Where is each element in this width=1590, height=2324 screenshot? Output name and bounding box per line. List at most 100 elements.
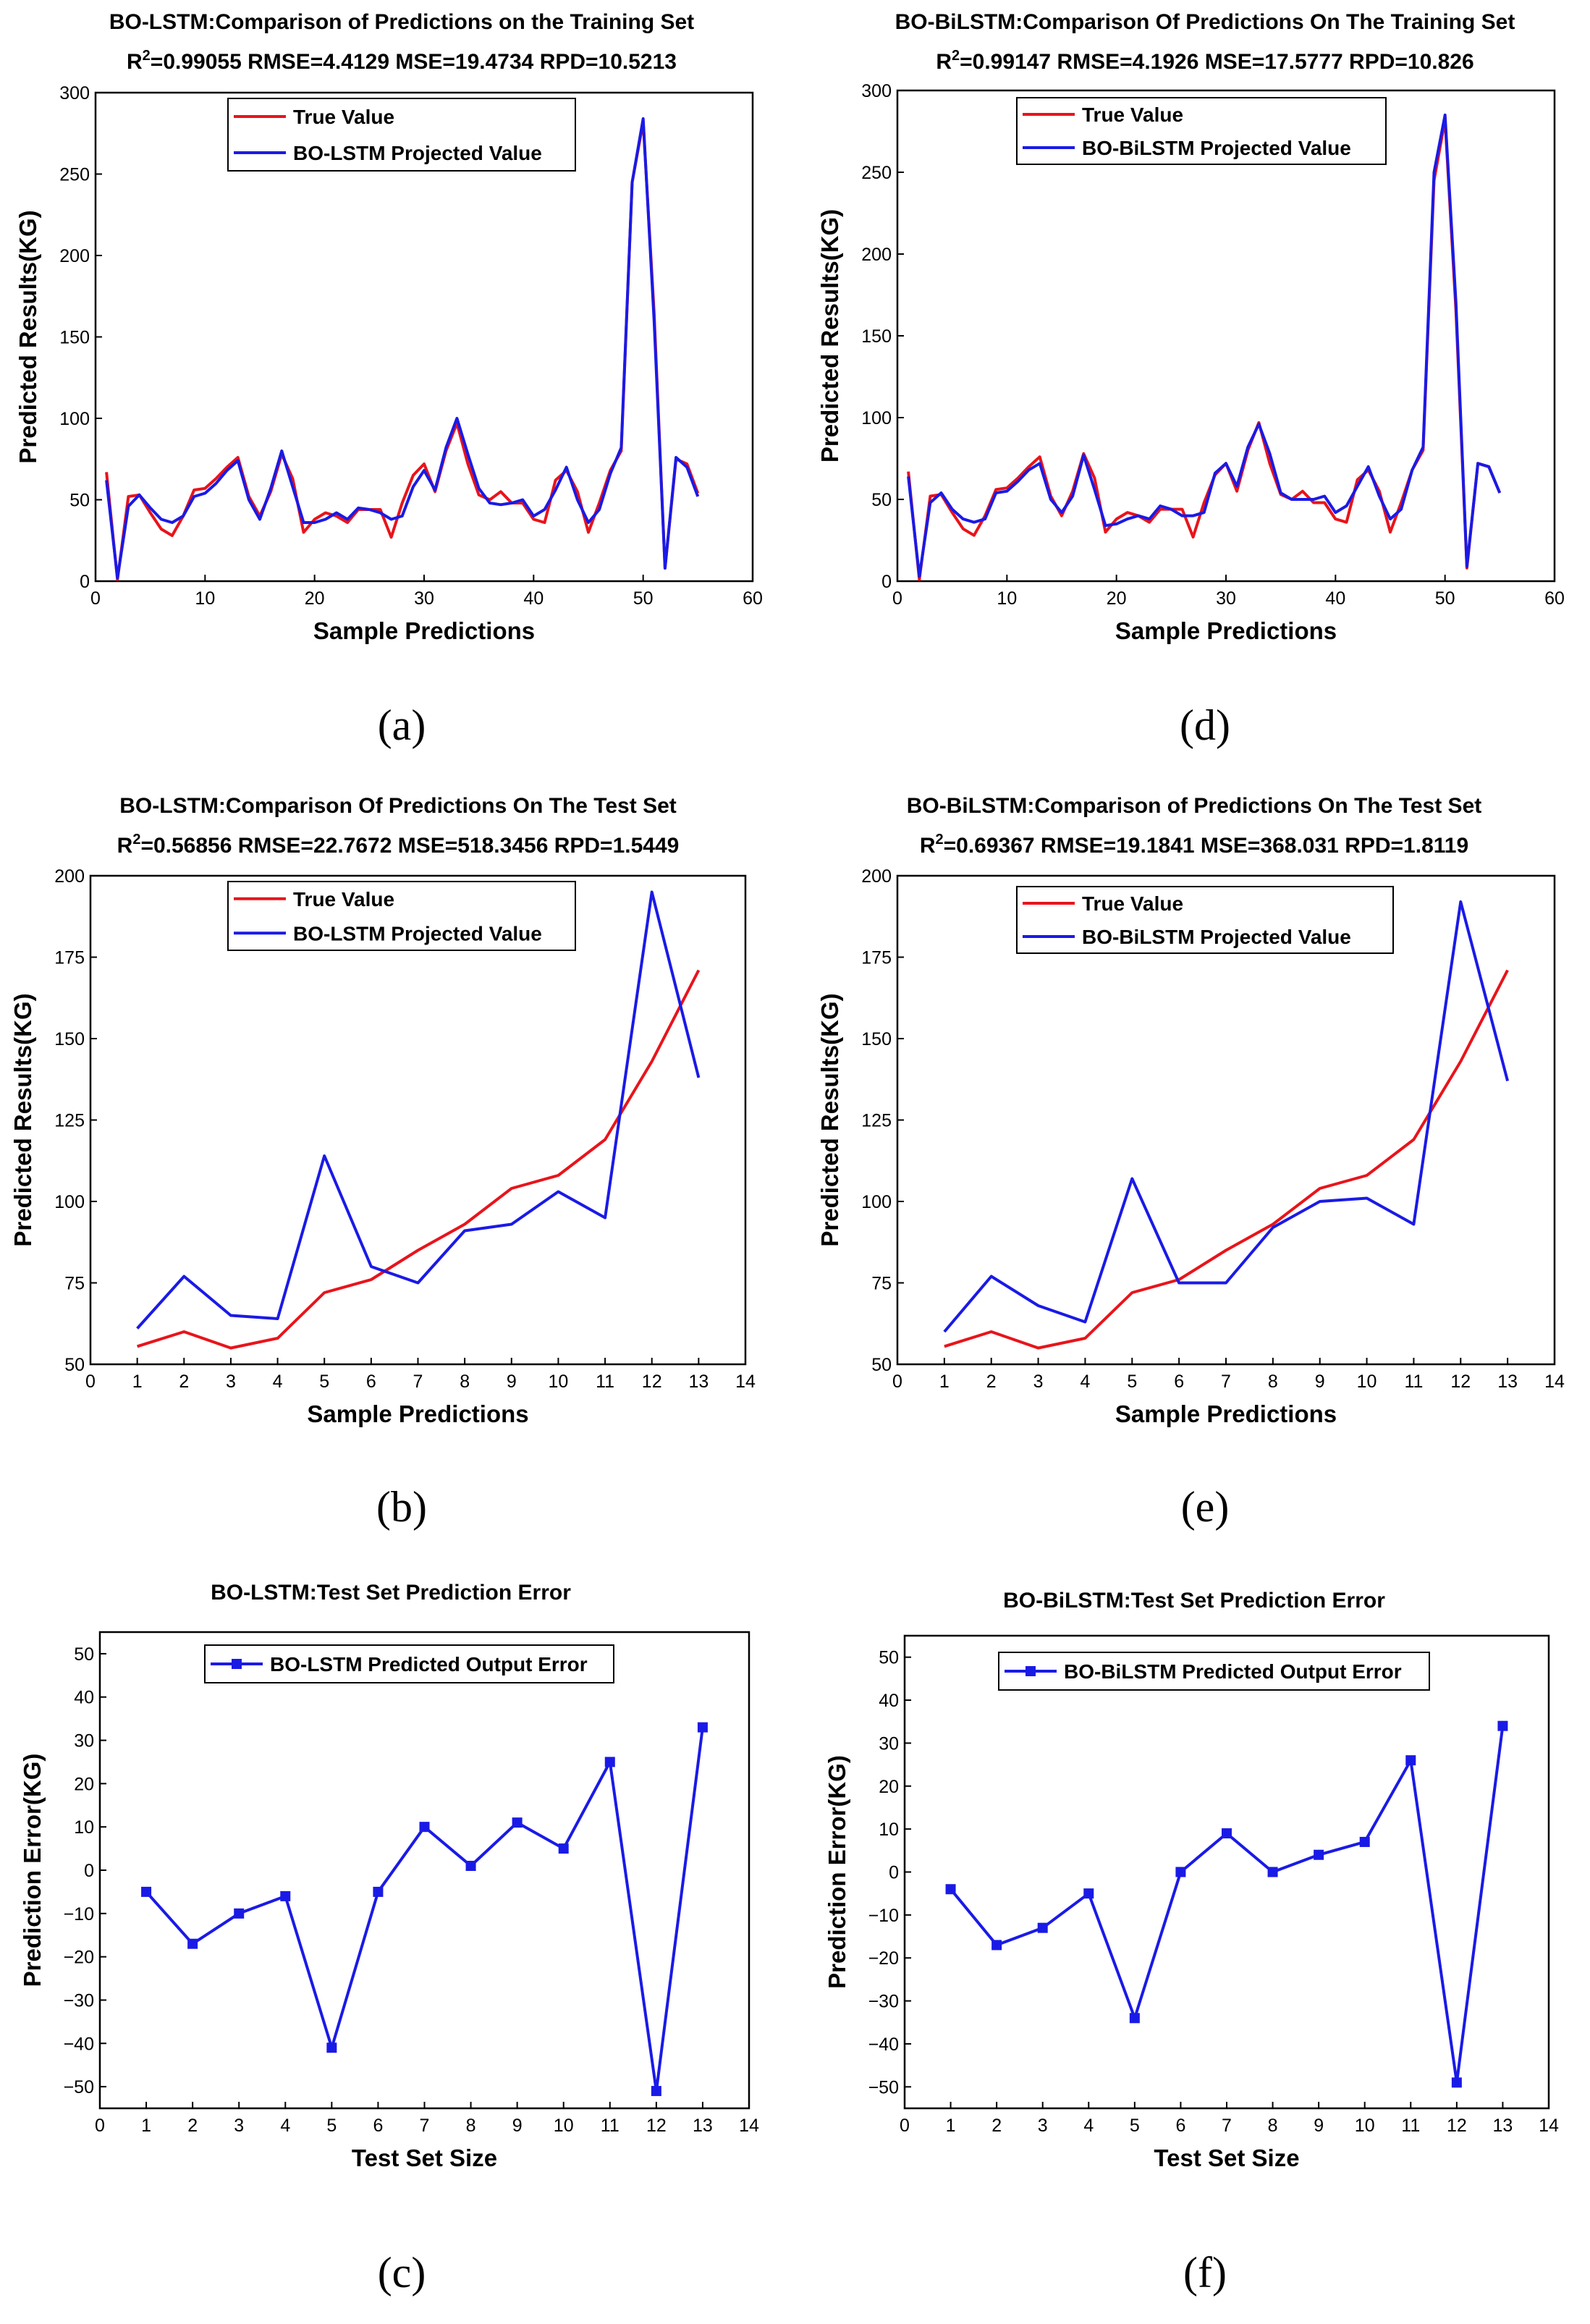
data-point [1083, 1888, 1094, 1899]
legend: BO-LSTM Predicted Output Error [204, 1644, 614, 1683]
chart-title: BO-LSTM:Comparison Of Predictions On The… [119, 794, 677, 818]
series-line-predicted [145, 1727, 704, 2093]
x-tick-label: 40 [523, 588, 544, 609]
y-tick-label: −10 [868, 1906, 899, 1926]
x-tick-label: 12 [1447, 2116, 1467, 2136]
chart-title: BO-LSTM:Comparison of Predictions on the… [109, 10, 694, 34]
y-tick-label: 250 [59, 165, 90, 185]
data-point [991, 1940, 1002, 1951]
y-tick-label: −20 [868, 1948, 899, 1969]
y-tick-label: 50 [74, 1644, 94, 1665]
y-tick-label: 200 [59, 246, 90, 266]
x-tick-label: 0 [892, 588, 902, 609]
data-point [419, 1822, 430, 1833]
x-tick-label: 11 [1404, 1372, 1423, 1392]
x-tick-label: 8 [466, 2116, 476, 2136]
x-tick-label: 0 [85, 1372, 96, 1392]
panel-label: (c) [378, 2249, 426, 2296]
x-tick-label: 2 [991, 2116, 1002, 2136]
legend-box [1016, 97, 1387, 165]
x-tick-label: 6 [373, 2116, 383, 2136]
y-tick-label: −50 [64, 2077, 94, 2097]
series-line-true-value [907, 118, 1502, 581]
x-tick-label: 5 [1127, 1372, 1137, 1392]
y-tick-label: 250 [861, 163, 892, 183]
x-tick-label: 7 [413, 1372, 423, 1392]
chart-d: BO-BiLSTM:Comparison Of Predictions On T… [816, 10, 1565, 749]
y-tick-label: 0 [84, 1861, 94, 1881]
x-tick-label: 11 [1401, 2116, 1420, 2136]
legend-label: BO-BiLSTM Projected Value [1082, 926, 1351, 948]
legend-box [227, 98, 576, 172]
series-line-predicted [907, 113, 1502, 578]
x-axis-label: Sample Predictions [1115, 1400, 1337, 1427]
x-tick-label: 40 [1325, 588, 1345, 609]
y-axis-label: Predicted Results(KG) [816, 209, 843, 462]
series-line-predicted [136, 890, 701, 1330]
x-tick-label: 20 [305, 588, 325, 609]
y-tick-label: 20 [879, 1777, 899, 1797]
series-line-predicted [950, 1725, 1505, 2084]
y-tick-label: 200 [861, 245, 892, 265]
data-point [651, 2086, 661, 2097]
data-point [945, 1884, 956, 1895]
x-tick-label: 10 [549, 1372, 569, 1392]
y-tick-label: −50 [868, 2077, 899, 2097]
x-tick-label: 10 [1357, 1372, 1377, 1392]
x-tick-label: 9 [512, 2116, 523, 2136]
x-tick-label: 10 [1355, 2116, 1375, 2136]
x-tick-label: 30 [414, 588, 434, 609]
x-tick-label: 8 [1268, 1372, 1278, 1392]
x-tick-label: 8 [1268, 2116, 1278, 2136]
data-point [558, 1843, 569, 1854]
legend-label: BO-BiLSTM Predicted Output Error [1064, 1660, 1402, 1683]
legend: BO-BiLSTM Predicted Output Error [998, 1652, 1430, 1691]
y-tick-label: 40 [879, 1691, 899, 1711]
x-tick-label: 0 [90, 588, 101, 609]
data-point [1359, 1836, 1370, 1847]
plot-frame [98, 1631, 750, 2110]
x-tick-label: 7 [1221, 1372, 1231, 1392]
x-tick-label: 5 [1130, 2116, 1140, 2136]
panel-label: (a) [378, 701, 426, 749]
x-tick-label: 1 [939, 1372, 950, 1392]
data-point [1129, 2013, 1140, 2024]
x-tick-label: 9 [1314, 2116, 1324, 2136]
y-tick-label: 10 [74, 1817, 94, 1838]
panel-label: (f) [1183, 2249, 1227, 2296]
series-line-true-value [137, 969, 701, 1350]
legend-label: True Value [293, 106, 394, 128]
x-tick-label: 7 [420, 2116, 430, 2136]
y-tick-label: 100 [59, 409, 90, 429]
data-point [1267, 1867, 1278, 1877]
y-tick-label: −40 [64, 2034, 94, 2054]
y-tick-label: 50 [64, 1355, 85, 1375]
data-point [512, 1817, 523, 1828]
x-tick-label: 9 [1315, 1372, 1325, 1392]
data-point [1314, 1849, 1324, 1860]
legend-marker [232, 1659, 242, 1669]
legend-label: True Value [1082, 892, 1183, 915]
legend: True Value BO-BiLSTM Projected Value [1016, 886, 1394, 954]
chart-metrics: R2=0.69367 RMSE=19.1841 MSE=368.031 RPD=… [920, 832, 1468, 858]
y-tick-label: 50 [871, 1355, 892, 1375]
y-tick-label: 150 [59, 328, 90, 348]
x-tick-label: 9 [507, 1372, 517, 1392]
y-axis-label: Prediction Error(KG) [19, 1754, 46, 1987]
data-point [1451, 2077, 1462, 2088]
y-tick-label: 50 [69, 491, 90, 511]
y-tick-label: 200 [54, 866, 85, 887]
x-tick-label: 11 [596, 1372, 614, 1392]
panel-label: (d) [1180, 701, 1230, 749]
y-tick-label: −10 [64, 1904, 94, 1924]
chart-title: BO-BiLSTM:Test Set Prediction Error [1003, 1589, 1385, 1613]
data-point [280, 1890, 291, 1901]
y-tick-label: −20 [64, 1948, 94, 1968]
x-tick-label: 4 [1083, 2116, 1094, 2136]
legend-label: BO-BiLSTM Projected Value [1082, 137, 1351, 159]
y-tick-label: 200 [861, 866, 892, 887]
x-tick-label: 5 [319, 1372, 329, 1392]
x-tick-label: 14 [735, 1372, 756, 1392]
